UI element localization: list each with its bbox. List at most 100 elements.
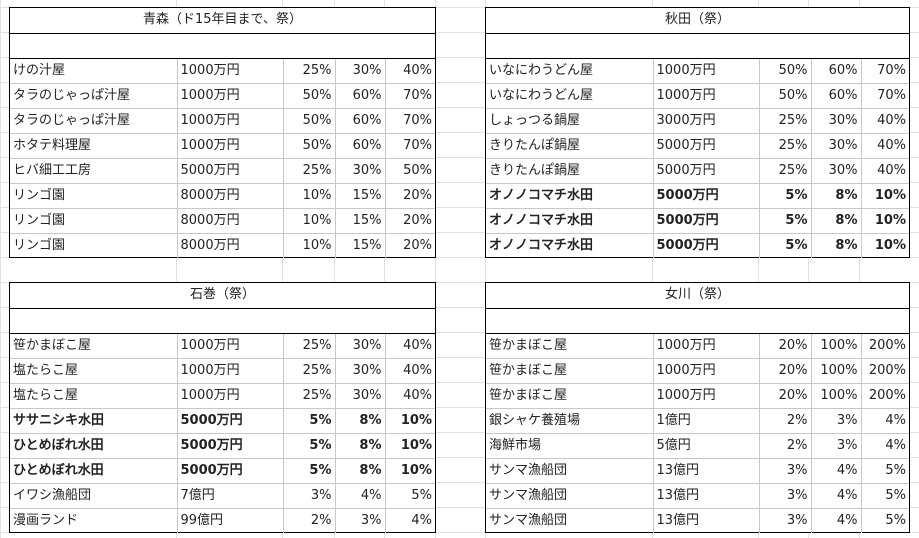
rate-cell-3[interactable]: 5%	[861, 458, 909, 484]
rate-cell-2[interactable]: 30%	[335, 58, 386, 84]
rate-cell-3[interactable]: 40%	[861, 158, 909, 184]
table-title[interactable]: 女川（祭）	[486, 283, 909, 309]
rate-cell-2[interactable]: 60%	[811, 58, 862, 84]
rate-cell-2[interactable]: 15%	[335, 233, 386, 258]
cost-cell[interactable]: 5000万円	[653, 183, 760, 209]
facility-name-cell[interactable]: いなにわうどん屋	[486, 83, 654, 109]
rate-cell-1[interactable]: 25%	[283, 383, 336, 409]
facility-name-cell[interactable]: オノノコマチ水田	[486, 208, 654, 234]
facility-name-cell[interactable]: サンマ漁船団	[486, 458, 654, 484]
rate-cell-3[interactable]: 200%	[861, 333, 909, 359]
cost-cell[interactable]: 1000万円	[653, 83, 760, 109]
facility-name-cell[interactable]: ひとめぼれ水田	[10, 433, 178, 459]
facility-name-cell[interactable]: タラのじゃっぱ汁屋	[10, 108, 178, 134]
rate-cell-1[interactable]: 5%	[759, 208, 812, 234]
cost-cell[interactable]: 8000万円	[177, 208, 284, 234]
facility-name-cell[interactable]: 笹かまぼこ屋	[486, 383, 654, 409]
cost-cell[interactable]: 1000万円	[177, 333, 284, 359]
rate-cell-3[interactable]: 5%	[861, 483, 909, 509]
rate-cell-1[interactable]: 5%	[759, 183, 812, 209]
cost-cell[interactable]: 1000万円	[177, 58, 284, 84]
cost-cell[interactable]: 99億円	[177, 508, 284, 533]
rate-cell-1[interactable]: 20%	[759, 383, 812, 409]
rate-cell-3[interactable]: 70%	[861, 58, 909, 84]
facility-name-cell[interactable]: 塩たらこ屋	[10, 383, 178, 409]
rate-cell-2[interactable]: 8%	[335, 458, 386, 484]
facility-name-cell[interactable]: 銀シャケ養殖場	[486, 408, 654, 434]
rate-cell-2[interactable]: 4%	[335, 483, 386, 509]
rate-cell-3[interactable]: 10%	[385, 433, 435, 459]
cost-cell[interactable]: 1000万円	[177, 383, 284, 409]
rate-cell-2[interactable]: 8%	[335, 433, 386, 459]
rate-cell-2[interactable]: 30%	[811, 108, 862, 134]
rate-cell-3[interactable]: 10%	[861, 183, 909, 209]
cost-cell[interactable]: 1000万円	[653, 358, 760, 384]
rate-cell-3[interactable]: 40%	[861, 133, 909, 159]
rate-cell-1[interactable]: 50%	[283, 83, 336, 109]
rate-cell-2[interactable]: 8%	[811, 233, 862, 258]
rate-cell-1[interactable]: 3%	[283, 483, 336, 509]
empty-header-cell[interactable]	[486, 33, 909, 59]
rate-cell-2[interactable]: 4%	[811, 508, 862, 533]
rate-cell-2[interactable]: 15%	[335, 208, 386, 234]
cost-cell[interactable]: 13億円	[653, 508, 760, 533]
rate-cell-3[interactable]: 200%	[861, 358, 909, 384]
facility-name-cell[interactable]: きりたんぽ鍋屋	[486, 158, 654, 184]
rate-cell-3[interactable]: 40%	[385, 58, 436, 84]
cost-cell[interactable]: 1億円	[653, 408, 760, 434]
facility-name-cell[interactable]: ヒバ細工工房	[10, 158, 178, 184]
rate-cell-1[interactable]: 25%	[759, 158, 812, 184]
empty-header-cell[interactable]	[10, 308, 435, 334]
rate-cell-2[interactable]: 60%	[335, 133, 386, 159]
rate-cell-3[interactable]: 20%	[403, 237, 433, 253]
rate-cell-3[interactable]: 10%	[385, 458, 435, 484]
cost-cell[interactable]: 5億円	[653, 433, 760, 459]
cost-cell[interactable]: 1000万円	[177, 133, 284, 159]
facility-name-cell[interactable]: リンゴ園	[10, 208, 178, 234]
rate-cell-3[interactable]: 50%	[385, 158, 436, 184]
facility-name-cell[interactable]: サンマ漁船団	[486, 508, 654, 533]
cost-cell[interactable]: 8000万円	[177, 233, 284, 258]
rate-cell-3[interactable]: 10%	[385, 408, 435, 434]
facility-name-cell[interactable]: サンマ漁船団	[486, 483, 654, 509]
empty-header-cell[interactable]	[486, 308, 909, 334]
rate-cell-2[interactable]: 60%	[811, 83, 862, 109]
rate-cell-2[interactable]: 4%	[811, 458, 862, 484]
facility-name-cell[interactable]: 漫画ランド	[10, 508, 178, 533]
rate-cell-2[interactable]: 100%	[811, 383, 862, 409]
rate-cell-1[interactable]: 2%	[283, 508, 336, 533]
facility-name-cell[interactable]: 塩たらこ屋	[10, 358, 178, 384]
rate-cell-3[interactable]: 10%	[874, 237, 906, 253]
facility-name-cell[interactable]: しょっつる鍋屋	[486, 108, 654, 134]
rate-cell-1[interactable]: 20%	[759, 358, 812, 384]
rate-cell-1[interactable]: 20%	[759, 333, 812, 359]
table-title[interactable]: 石巻（祭）	[10, 283, 435, 309]
rate-cell-3[interactable]: 200%	[861, 383, 909, 409]
cost-cell[interactable]: 5000万円	[653, 133, 760, 159]
rate-cell-2[interactable]: 3%	[811, 433, 862, 459]
facility-name-cell[interactable]: いなにわうどん屋	[486, 58, 654, 84]
rate-cell-1[interactable]: 50%	[759, 58, 812, 84]
cost-cell[interactable]: 5000万円	[177, 458, 284, 484]
cost-cell[interactable]: 1000万円	[653, 58, 760, 84]
cost-cell[interactable]: 3000万円	[653, 108, 760, 134]
rate-cell-2[interactable]: 30%	[335, 358, 386, 384]
rate-cell-1[interactable]: 5%	[283, 433, 336, 459]
rate-cell-3[interactable]: 20%	[385, 208, 436, 234]
rate-cell-1[interactable]: 2%	[759, 408, 812, 434]
rate-cell-3[interactable]: 70%	[861, 83, 909, 109]
rate-cell-3[interactable]: 40%	[385, 333, 435, 359]
facility-name-cell[interactable]: 笹かまぼこ屋	[486, 333, 654, 359]
facility-name-cell[interactable]: リンゴ園	[10, 183, 178, 209]
rate-cell-2[interactable]: 8%	[811, 208, 862, 234]
cost-cell[interactable]: 5000万円	[653, 208, 760, 234]
rate-cell-3[interactable]: 4%	[411, 512, 432, 528]
rate-cell-1[interactable]: 50%	[283, 133, 336, 159]
cost-cell[interactable]: 5000万円	[177, 408, 284, 434]
rate-cell-2[interactable]: 60%	[335, 83, 386, 109]
cost-cell[interactable]: 1000万円	[653, 383, 760, 409]
facility-name-cell[interactable]: 笹かまぼこ屋	[10, 333, 178, 359]
rate-cell-2[interactable]: 8%	[335, 408, 386, 434]
rate-cell-1[interactable]: 5%	[283, 458, 336, 484]
rate-cell-3[interactable]: 20%	[385, 183, 436, 209]
